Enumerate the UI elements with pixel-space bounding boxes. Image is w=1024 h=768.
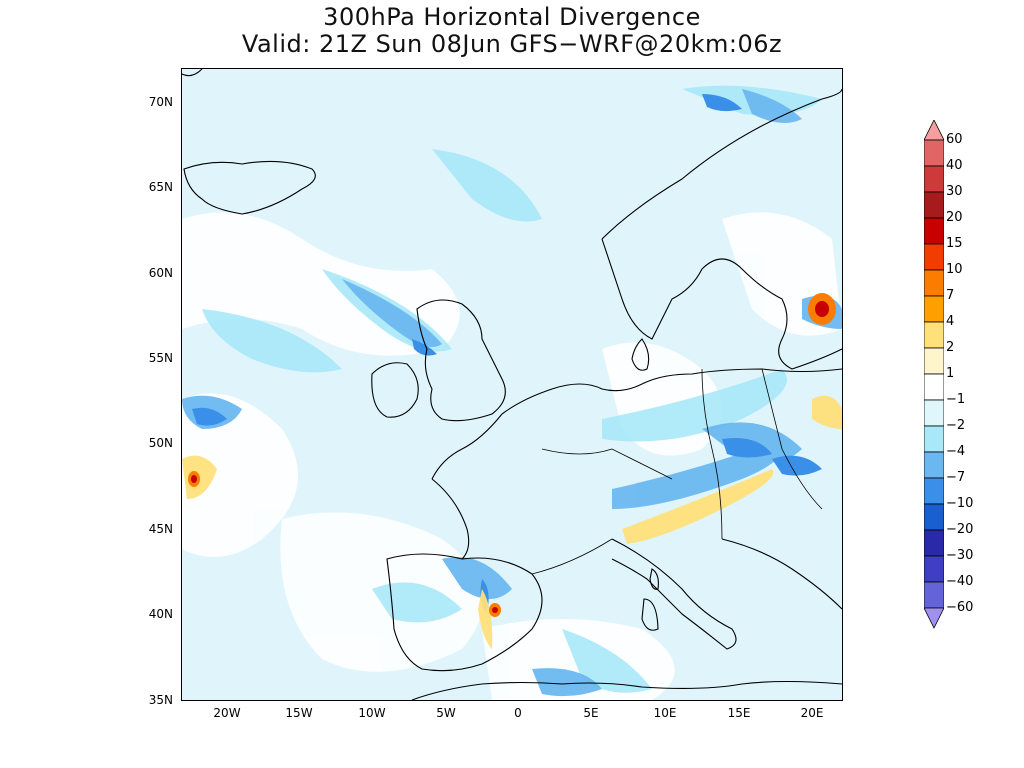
colorbar-label: 4 bbox=[946, 314, 955, 329]
colorbar-label: −10 bbox=[946, 496, 974, 511]
lon-label-15w: 15W bbox=[285, 706, 313, 720]
colorbar-label: 7 bbox=[946, 288, 955, 303]
colorbar-label: 30 bbox=[946, 184, 963, 199]
colorbar-swatch bbox=[923, 425, 945, 453]
lon-label-20w: 20W bbox=[213, 706, 241, 720]
colorbar-swatch bbox=[923, 243, 945, 271]
colorbar-label: −20 bbox=[946, 522, 974, 537]
colorbar-label: −4 bbox=[946, 444, 966, 459]
colorbar-swatches bbox=[923, 119, 945, 629]
colorbar-swatch bbox=[923, 477, 945, 505]
colorbar-label: 10 bbox=[946, 262, 963, 277]
lon-label-15e: 15E bbox=[727, 706, 751, 720]
colorbar-swatch bbox=[923, 451, 945, 479]
lon-label-20e: 20E bbox=[800, 706, 824, 720]
colorbar-label: −2 bbox=[946, 418, 966, 433]
colorbar-swatch bbox=[923, 295, 945, 323]
map-title: 300hPa Horizontal Divergence bbox=[323, 3, 701, 31]
colorbar-label: 1 bbox=[946, 366, 955, 381]
colorbar-top-arrow bbox=[923, 119, 945, 141]
colorbar bbox=[923, 119, 945, 654]
lon-label-5w: 5W bbox=[436, 706, 456, 720]
lon-label-0: 0 bbox=[514, 706, 522, 720]
colorbar-label: −1 bbox=[946, 392, 966, 407]
colorbar-bottom-arrow bbox=[923, 607, 945, 629]
lon-label-10e: 10E bbox=[653, 706, 677, 720]
colorbar-label: −40 bbox=[946, 574, 974, 589]
lat-label-65n: 65N bbox=[148, 180, 173, 194]
lat-label-45n: 45N bbox=[148, 522, 173, 536]
colorbar-label: −60 bbox=[946, 600, 974, 615]
colorbar-swatch bbox=[923, 503, 945, 531]
colorbar-swatch bbox=[923, 347, 945, 375]
colorbar-swatch bbox=[923, 581, 945, 609]
colorbar-label: 60 bbox=[946, 132, 963, 147]
colorbar-label: 15 bbox=[946, 236, 963, 251]
lon-label-5e: 5E bbox=[583, 706, 599, 720]
colorbar-swatch bbox=[923, 529, 945, 557]
colorbar-swatch bbox=[923, 555, 945, 583]
colorbar-label: 40 bbox=[946, 158, 963, 173]
map-subtitle: Valid: 21Z Sun 08Jun GFS−WRF@20km:06z bbox=[241, 30, 783, 58]
map-canvas bbox=[181, 68, 843, 701]
colorbar-swatch bbox=[923, 321, 945, 349]
colorbar-swatch bbox=[923, 373, 945, 401]
lat-label-35n: 35N bbox=[148, 693, 173, 707]
colorbar-swatch bbox=[923, 399, 945, 427]
lat-label-60n: 60N bbox=[148, 266, 173, 280]
colorbar-swatch bbox=[923, 139, 945, 167]
colorbar-swatch bbox=[923, 191, 945, 219]
colorbar-swatch bbox=[923, 217, 945, 245]
lon-label-10w: 10W bbox=[358, 706, 386, 720]
colorbar-swatch bbox=[923, 165, 945, 193]
colorbar-label: 2 bbox=[946, 340, 955, 355]
colorbar-label: −30 bbox=[946, 548, 974, 563]
lat-label-70n: 70N bbox=[148, 95, 173, 109]
lat-label-50n: 50N bbox=[148, 436, 173, 450]
divergence-field bbox=[182, 69, 842, 700]
lat-label-40n: 40N bbox=[148, 607, 173, 621]
colorbar-swatch bbox=[923, 269, 945, 297]
lat-label-55n: 55N bbox=[148, 351, 173, 365]
colorbar-label: 20 bbox=[946, 210, 963, 225]
colorbar-label: −7 bbox=[946, 470, 966, 485]
